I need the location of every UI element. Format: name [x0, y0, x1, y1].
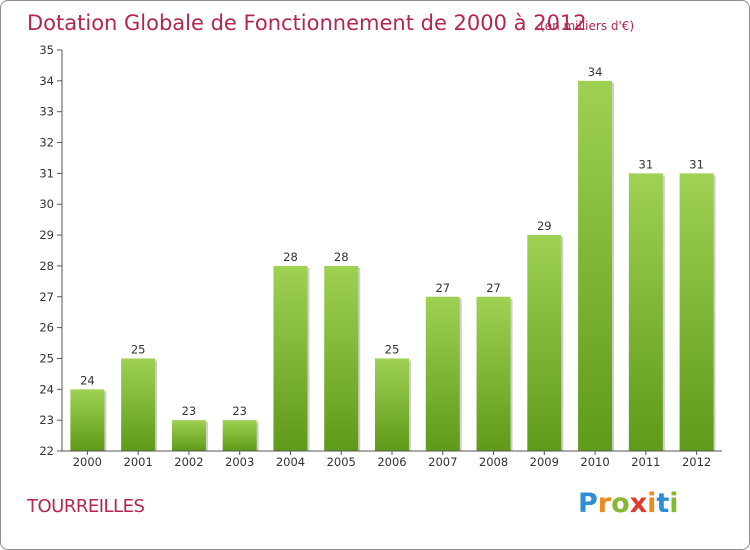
value-label-2003: 23 [232, 404, 247, 418]
logo-letter: P [578, 488, 598, 519]
y-tick-label: 35 [39, 43, 54, 57]
x-tick-label-2009: 2009 [530, 455, 559, 469]
value-label-2001: 25 [131, 342, 146, 356]
bar-2011 [628, 173, 663, 451]
logo-letter: r [597, 488, 612, 519]
logo-letter: i [669, 488, 679, 519]
logo-letter: x [629, 488, 648, 519]
x-tick-label-2006: 2006 [377, 455, 406, 469]
bar-2003 [222, 420, 257, 451]
y-tick-label: 33 [39, 105, 54, 119]
value-label-2009: 29 [537, 219, 552, 233]
y-tick-label: 27 [39, 290, 54, 304]
y-tick-label: 23 [39, 413, 54, 427]
value-label-2002: 23 [182, 404, 197, 418]
axes-group: 22 23 24 25 26 27 28 29 30 31 32 33 34 35 2000 2001 2002… [39, 43, 722, 469]
chart-subtitle: (en milliers d'€) [540, 19, 634, 33]
bar-2005 [324, 265, 359, 451]
y-tick-label: 32 [39, 136, 54, 150]
x-tick-label-2008: 2008 [479, 455, 508, 469]
x-tick-label-2011: 2011 [631, 455, 660, 469]
bars-group: 24 25 23 23 28 28 25 27 27 29 34 31 31 [70, 65, 716, 451]
value-label-2011: 31 [639, 157, 654, 171]
y-tick-label: 24 [39, 382, 54, 396]
proxiti-logo: Proxiti [578, 488, 679, 519]
value-label-2006: 25 [385, 342, 400, 356]
value-label-2007: 27 [435, 281, 450, 295]
y-tick-label: 29 [39, 228, 54, 242]
bar-2008 [476, 296, 511, 451]
bar-2009 [527, 235, 562, 451]
x-tick-label-2010: 2010 [580, 455, 609, 469]
x-tick-label-2007: 2007 [428, 455, 457, 469]
bar-2006 [375, 358, 409, 451]
value-label-2010: 34 [588, 65, 603, 79]
bar-2000 [70, 389, 105, 451]
bar-2002 [171, 420, 206, 451]
bar-2001 [121, 358, 156, 451]
logo-letter: i [647, 488, 657, 519]
bar-2007 [425, 296, 460, 451]
logo-letter: o [611, 488, 630, 519]
y-tick-label: 34 [39, 74, 54, 88]
x-tick-label-2000: 2000 [73, 455, 102, 469]
value-label-2004: 28 [283, 250, 298, 264]
chart-title: Dotation Globale de Fonctionnement de 20… [27, 11, 587, 35]
y-tick-label: 26 [39, 321, 54, 335]
y-tick-label: 25 [39, 351, 54, 365]
x-tick-label-2003: 2003 [225, 455, 254, 469]
bar-2010 [578, 80, 613, 451]
bar-2004 [273, 265, 308, 451]
y-tick-label: 28 [39, 259, 54, 273]
value-label-2012: 31 [689, 157, 704, 171]
value-label-2005: 28 [334, 250, 349, 264]
logo-letter: t [656, 488, 670, 519]
bar-2012 [679, 173, 714, 451]
x-tick-label-2004: 2004 [276, 455, 305, 469]
location-label: TOURREILLES [27, 496, 145, 517]
value-label-2000: 24 [80, 373, 95, 387]
x-tick-label-2001: 2001 [124, 455, 153, 469]
x-tick-label-2012: 2012 [682, 455, 711, 469]
x-tick-label-2005: 2005 [327, 455, 356, 469]
y-tick-label: 22 [39, 444, 54, 458]
y-tick-label: 30 [39, 197, 54, 211]
value-label-2008: 27 [486, 281, 501, 295]
y-tick-label: 31 [39, 166, 54, 180]
x-tick-label-2002: 2002 [174, 455, 203, 469]
